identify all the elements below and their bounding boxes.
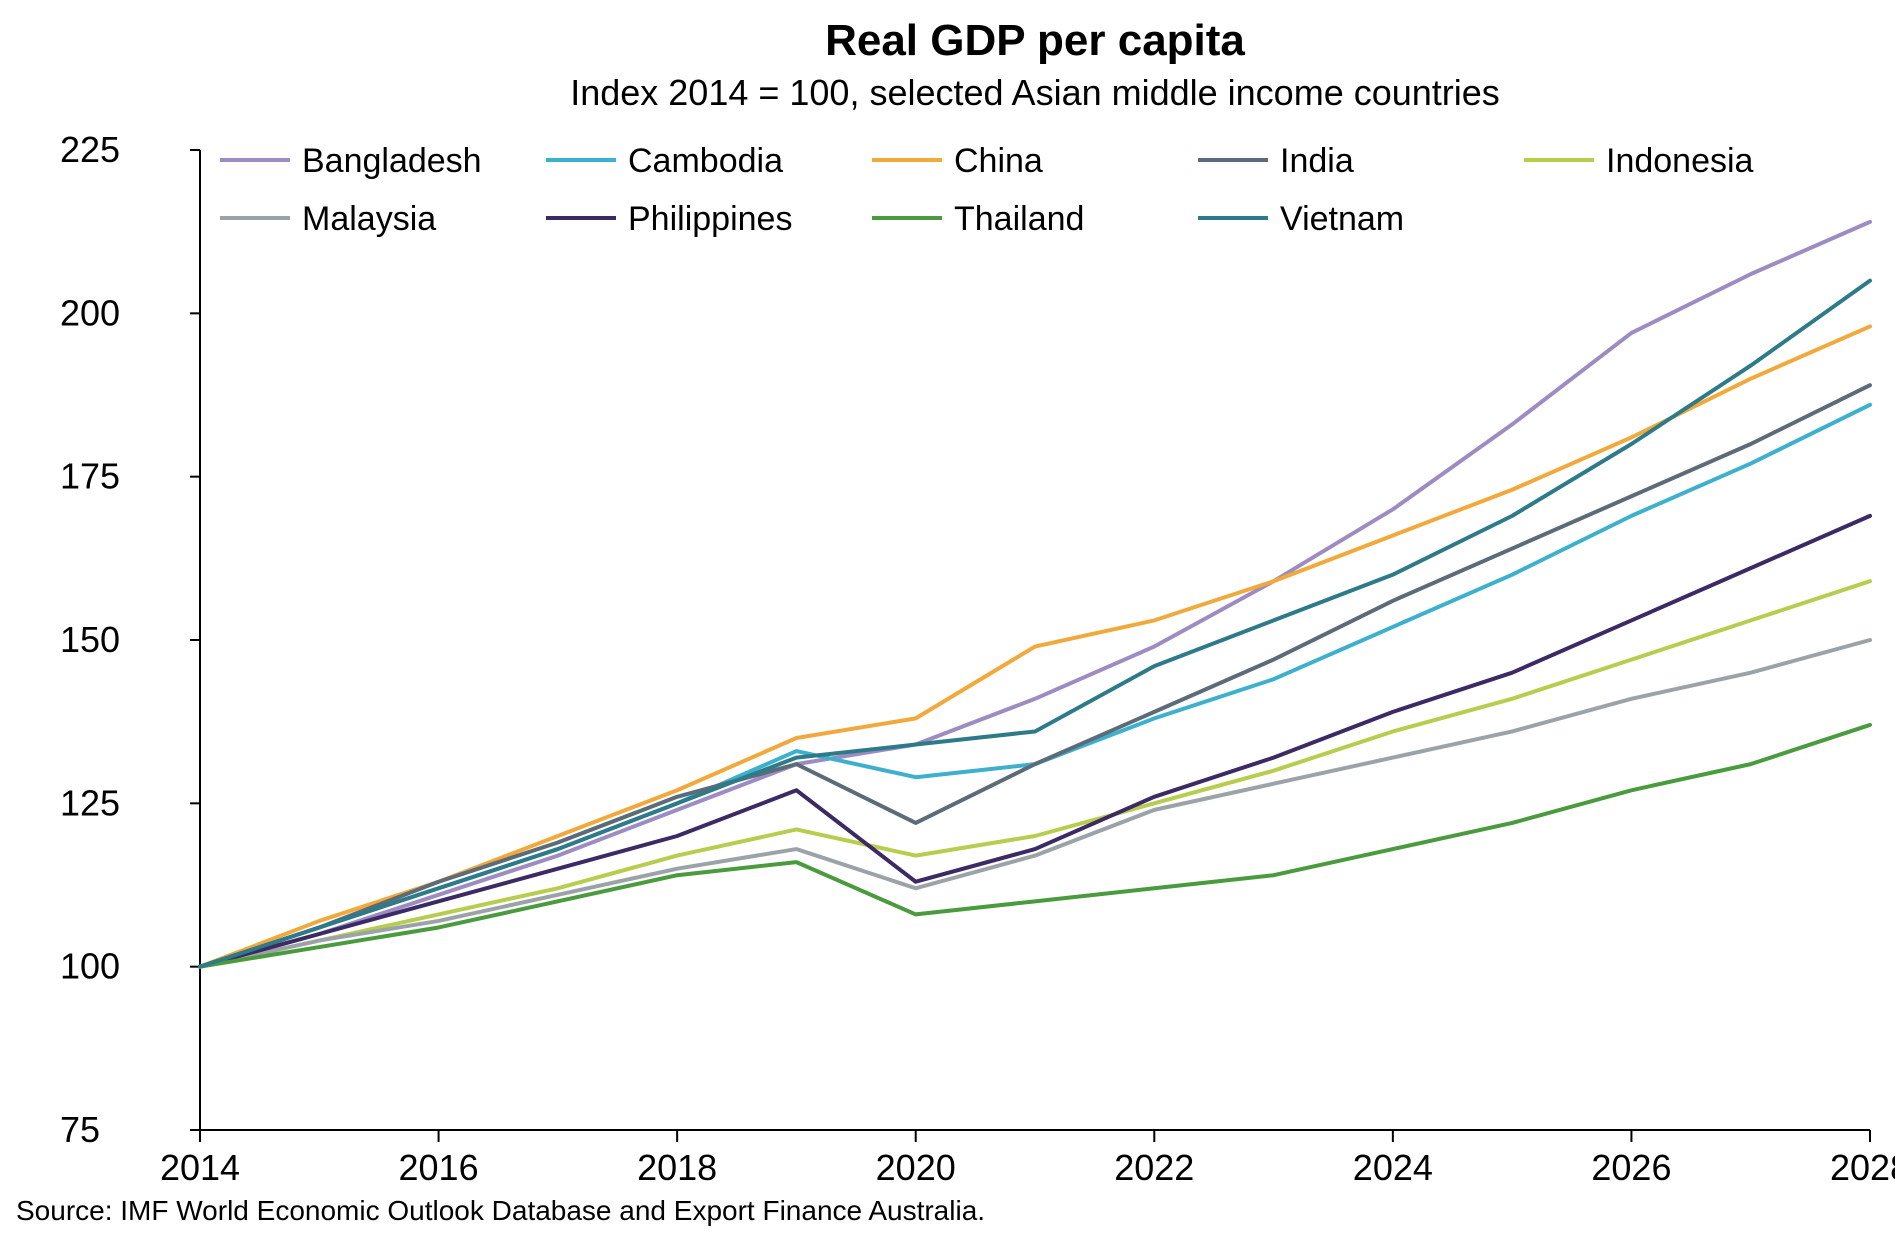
x-tick-label: 2018 [637,1147,717,1188]
legend-label: Philippines [628,200,792,238]
y-tick-label: 150 [60,619,120,660]
x-tick-label: 2022 [1114,1147,1194,1188]
legend-label: India [1280,142,1354,180]
legend-label: China [954,142,1043,180]
x-tick-label: 2020 [876,1147,956,1188]
legend-label: Cambodia [628,142,783,180]
x-tick-label: 2016 [399,1147,479,1188]
legend-label: Malaysia [302,200,436,238]
x-tick-label: 2014 [160,1147,240,1188]
y-tick-label: 100 [60,946,120,987]
y-tick-label: 175 [60,456,120,497]
x-tick-label: 2024 [1353,1147,1433,1188]
chart-source: Source: IMF World Economic Outlook Datab… [16,1195,985,1226]
chart-container: Real GDP per capita Index 2014 = 100, sel… [0,0,1895,1236]
chart-title: Real GDP per capita [825,16,1245,65]
chart-background [0,0,1895,1236]
y-tick-label: 75 [60,1109,100,1150]
chart-svg: Real GDP per capita Index 2014 = 100, sel… [0,0,1895,1236]
y-tick-label: 125 [60,782,120,823]
y-tick-label: 200 [60,292,120,333]
x-tick-label: 2026 [1591,1147,1671,1188]
legend-label: Indonesia [1606,142,1754,180]
chart-subtitle: Index 2014 = 100, selected Asian middle … [570,72,1500,113]
x-tick-label: 2028 [1830,1147,1895,1188]
y-tick-label: 225 [60,129,120,170]
legend-label: Vietnam [1280,200,1404,238]
legend-label: Bangladesh [302,142,482,180]
legend-label: Thailand [954,200,1084,238]
